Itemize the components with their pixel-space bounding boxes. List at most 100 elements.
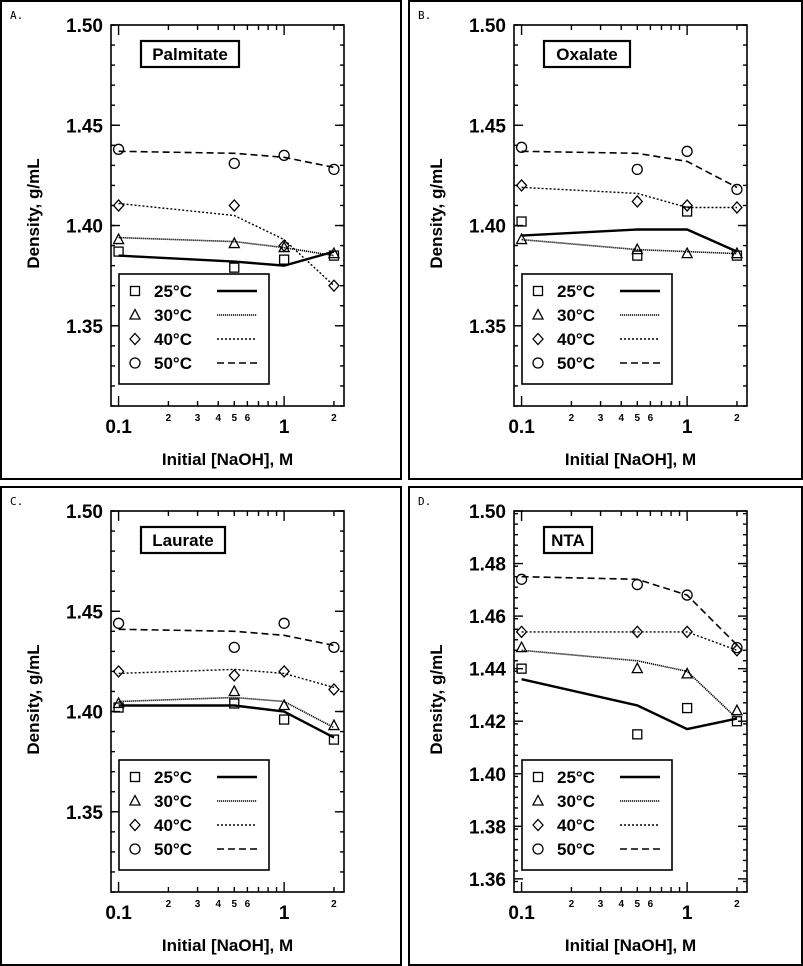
series-line-25-c <box>118 250 335 267</box>
data-point-25-c <box>731 716 743 727</box>
x-tick-label: 6 <box>648 899 654 910</box>
data-point-50-c <box>681 145 693 157</box>
chart-title-box <box>542 39 632 69</box>
data-point-25-c <box>229 262 240 273</box>
legend <box>118 759 270 871</box>
axes-frame <box>110 510 345 893</box>
panel-palmitate: A. 1.35 1.40 1.45 1.50 0.1 2 3 4 5 6 1 2 Initial [NaO… <box>0 0 402 480</box>
x-axis-title: Initial [NaOH], M <box>162 936 293 955</box>
x-tick-label: 1 <box>279 903 290 924</box>
x-tick-label: 6 <box>245 413 251 424</box>
data-point-25-c <box>516 216 527 227</box>
panel-border <box>408 0 803 480</box>
data-point-50-c <box>112 143 125 155</box>
legend-marker-40-c <box>129 818 141 832</box>
x-tick-label: 1 <box>279 417 290 438</box>
legend-marker-30-c <box>128 308 142 320</box>
y-tick-label: 1.40 <box>469 217 506 238</box>
y-axis-title: Density, g/mL <box>427 158 446 268</box>
data-point-25-c <box>681 702 693 714</box>
x-tick-label: 4 <box>215 899 221 910</box>
x-axis-title: Initial [NaOH], M <box>565 450 696 469</box>
legend-label-30-c: 30°C <box>154 306 192 325</box>
x-tick-label: 4 <box>215 413 221 424</box>
x-tick-label: 5 <box>635 899 641 910</box>
data-point-25-c <box>328 734 340 745</box>
legend <box>118 273 270 385</box>
panel-nta: D. 1.36 1.38 1.40 1.42 1.44 1.46 1.48 1.50 0.1 2 3 4… <box>408 486 803 966</box>
data-point-40-c <box>278 239 290 253</box>
legend-marker-25-c <box>129 285 141 297</box>
x-tick-label: 1 <box>682 903 693 924</box>
legend-marker-30-c <box>531 794 545 806</box>
data-point-30-c <box>112 696 125 709</box>
data-point-25-c <box>229 698 240 709</box>
x-tick-label: 4 <box>618 899 624 910</box>
data-point-40-c <box>228 199 241 212</box>
data-point-30-c <box>681 667 694 679</box>
legend <box>521 759 673 871</box>
y-axis-title: Density, g/mL <box>427 644 446 754</box>
series-line-50-c <box>521 575 738 646</box>
y-tick-label: 1.40 <box>469 765 506 786</box>
legend-label-25-c: 25°C <box>154 768 192 787</box>
data-point-50-c <box>278 149 290 161</box>
panel-border <box>408 486 803 966</box>
legend-label-40-c: 40°C <box>154 816 192 835</box>
series-line-25-c <box>118 704 335 739</box>
data-point-40-c <box>112 664 125 678</box>
y-tick-label: 1.46 <box>469 607 506 628</box>
axes-frame <box>513 24 748 407</box>
x-tick-label: 2 <box>569 413 575 424</box>
data-point-50-c <box>328 641 340 654</box>
panel-oxalate: B. 1.35 1.40 1.45 1.50 0.1 2 3 4 5 6 1 2 Initial [NaO… <box>408 0 803 480</box>
panel-label: C. <box>10 495 23 508</box>
legend-label-30-c: 30°C <box>557 306 595 325</box>
series-line-30-c <box>118 236 335 257</box>
data-point-30-c <box>515 232 528 245</box>
data-point-25-c <box>278 254 290 265</box>
y-tick-label: 1.50 <box>66 16 103 37</box>
x-axis-title: Initial [NaOH], M <box>565 936 696 955</box>
legend-marker-50-c <box>532 843 544 855</box>
data-point-50-c <box>228 641 240 654</box>
x-tick-label: 0.1 <box>508 903 535 924</box>
legend-label-50-c: 50°C <box>557 354 595 373</box>
y-tick-label: 1.35 <box>66 317 103 338</box>
legend-label-50-c: 50°C <box>154 840 192 859</box>
x-tick-label: 6 <box>648 413 654 424</box>
legend-label-25-c: 25°C <box>557 768 595 787</box>
y-tick-label: 1.42 <box>469 712 506 733</box>
x-tick-label: 0.1 <box>508 417 535 438</box>
legend-label-40-c: 40°C <box>557 330 595 349</box>
data-point-30-c <box>730 703 744 716</box>
data-point-40-c <box>328 683 340 696</box>
data-point-50-c <box>681 589 693 601</box>
legend-marker-25-c <box>532 771 544 783</box>
legend-marker-50-c <box>532 357 544 369</box>
data-point-30-c <box>327 246 341 259</box>
legend-label-30-c: 30°C <box>557 792 595 811</box>
legend-marker-50-c <box>129 357 141 369</box>
data-point-40-c <box>731 201 743 214</box>
y-tick-label: 1.36 <box>469 870 506 891</box>
x-tick-label: 2 <box>734 413 740 424</box>
data-point-50-c <box>731 641 743 654</box>
series-line-25-c <box>521 228 738 253</box>
data-point-30-c <box>278 698 291 711</box>
legend-label-40-c: 40°C <box>557 816 595 835</box>
y-tick-label: 1.40 <box>66 217 103 238</box>
series-line-50-c <box>118 150 335 169</box>
x-tick-label: 3 <box>598 413 604 424</box>
axes-frame <box>110 24 345 407</box>
data-point-25-c <box>632 729 643 740</box>
legend-marker-30-c <box>128 794 142 806</box>
x-tick-label: 3 <box>195 413 201 424</box>
chart-title-box <box>542 525 594 555</box>
x-tick-label: 0.1 <box>105 903 132 924</box>
x-tick-label: 2 <box>569 899 575 910</box>
data-point-40-c <box>228 668 241 682</box>
data-point-40-c <box>328 279 340 293</box>
data-point-25-c <box>681 206 693 217</box>
data-point-50-c <box>631 578 643 591</box>
